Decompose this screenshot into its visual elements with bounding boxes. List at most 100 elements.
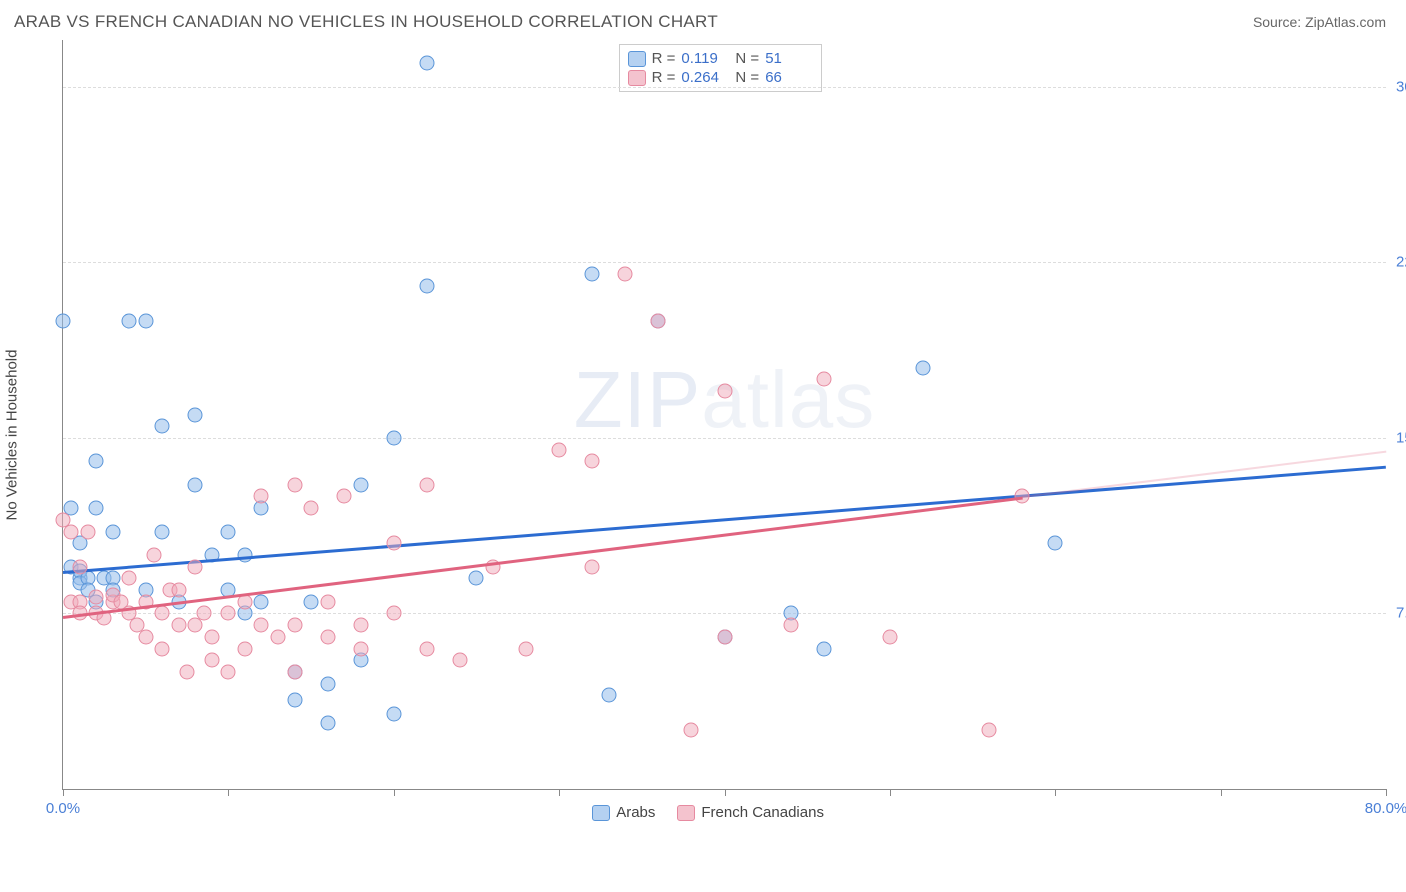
- x-tick: [725, 789, 726, 796]
- legend-stats: R = 0.119 N = 51 R = 0.264 N = 66: [619, 44, 823, 92]
- data-point: [304, 501, 319, 516]
- legend-n-value-arabs: 51: [765, 50, 813, 67]
- x-tick: [228, 789, 229, 796]
- data-point: [188, 559, 203, 574]
- y-tick-label: 22.5%: [1388, 254, 1406, 271]
- data-point: [419, 56, 434, 71]
- data-point: [618, 267, 633, 282]
- plot-area: ZIPatlas R = 0.119 N = 51 R = 0.264 N = …: [62, 40, 1386, 790]
- data-point: [254, 594, 269, 609]
- x-tick-label: 80.0%: [1365, 800, 1406, 817]
- legend-stats-row-french: R = 0.264 N = 66: [628, 68, 814, 87]
- data-point: [155, 606, 170, 621]
- data-point: [353, 477, 368, 492]
- data-point: [353, 641, 368, 656]
- data-point: [651, 313, 666, 328]
- data-point: [237, 641, 252, 656]
- data-point: [353, 618, 368, 633]
- data-point: [155, 641, 170, 656]
- data-point: [155, 524, 170, 539]
- legend-r-value-french: 0.264: [681, 69, 729, 86]
- x-tick-label: 0.0%: [46, 800, 80, 817]
- y-axis-label: No Vehicles in Household: [4, 350, 21, 521]
- source-attribution: Source: ZipAtlas.com: [1253, 14, 1386, 30]
- chart-title: ARAB VS FRENCH CANADIAN NO VEHICLES IN H…: [14, 12, 718, 32]
- x-tick: [63, 789, 64, 796]
- data-point: [386, 536, 401, 551]
- y-tick-label: 7.5%: [1388, 605, 1406, 622]
- data-point: [105, 524, 120, 539]
- x-tick: [394, 789, 395, 796]
- data-point: [585, 454, 600, 469]
- data-point: [452, 653, 467, 668]
- source-prefix: Source:: [1253, 14, 1305, 30]
- data-point: [982, 723, 997, 738]
- data-point: [320, 716, 335, 731]
- data-point: [204, 629, 219, 644]
- grid-line: [63, 262, 1386, 263]
- legend-swatch-arabs: [628, 51, 646, 67]
- data-point: [419, 477, 434, 492]
- data-point: [882, 629, 897, 644]
- data-point: [684, 723, 699, 738]
- legend-label-french: French Canadians: [701, 804, 824, 821]
- x-tick: [890, 789, 891, 796]
- data-point: [304, 594, 319, 609]
- data-point: [89, 501, 104, 516]
- data-point: [64, 524, 79, 539]
- data-point: [237, 547, 252, 562]
- data-point: [72, 559, 87, 574]
- x-tick: [559, 789, 560, 796]
- data-point: [254, 489, 269, 504]
- data-point: [138, 313, 153, 328]
- legend-r-label: R =: [652, 69, 676, 86]
- data-point: [180, 664, 195, 679]
- data-point: [221, 524, 236, 539]
- data-point: [188, 477, 203, 492]
- x-tick: [1221, 789, 1222, 796]
- data-point: [519, 641, 534, 656]
- data-point: [320, 676, 335, 691]
- data-point: [89, 454, 104, 469]
- y-tick-label: 15.0%: [1388, 429, 1406, 446]
- data-point: [287, 693, 302, 708]
- data-point: [56, 313, 71, 328]
- data-point: [386, 707, 401, 722]
- legend-item-french: French Canadians: [677, 804, 824, 821]
- data-point: [204, 653, 219, 668]
- x-tick: [1386, 789, 1387, 796]
- y-tick-label: 30.0%: [1388, 78, 1406, 95]
- source-link[interactable]: ZipAtlas.com: [1305, 14, 1386, 30]
- data-point: [171, 618, 186, 633]
- legend-stats-row-arabs: R = 0.119 N = 51: [628, 49, 814, 68]
- data-point: [717, 384, 732, 399]
- data-point: [585, 267, 600, 282]
- data-point: [171, 583, 186, 598]
- data-point: [138, 629, 153, 644]
- data-point: [915, 360, 930, 375]
- data-point: [601, 688, 616, 703]
- legend-r-value-arabs: 0.119: [681, 50, 729, 67]
- data-point: [122, 571, 137, 586]
- data-point: [270, 629, 285, 644]
- data-point: [783, 618, 798, 633]
- data-point: [386, 430, 401, 445]
- x-tick: [1055, 789, 1056, 796]
- data-point: [386, 606, 401, 621]
- data-point: [419, 641, 434, 656]
- legend-r-label: R =: [652, 50, 676, 67]
- legend-n-label: N =: [735, 50, 759, 67]
- legend-swatch-french: [677, 805, 695, 821]
- data-point: [287, 618, 302, 633]
- legend-swatch-arabs: [592, 805, 610, 821]
- grid-line: [63, 87, 1386, 88]
- data-point: [717, 629, 732, 644]
- chart-container: No Vehicles in Household ZIPatlas R = 0.…: [50, 40, 1386, 830]
- data-point: [337, 489, 352, 504]
- data-point: [816, 641, 831, 656]
- data-point: [80, 524, 95, 539]
- data-point: [89, 590, 104, 605]
- data-point: [585, 559, 600, 574]
- watermark: ZIPatlas: [574, 354, 875, 446]
- grid-line: [63, 438, 1386, 439]
